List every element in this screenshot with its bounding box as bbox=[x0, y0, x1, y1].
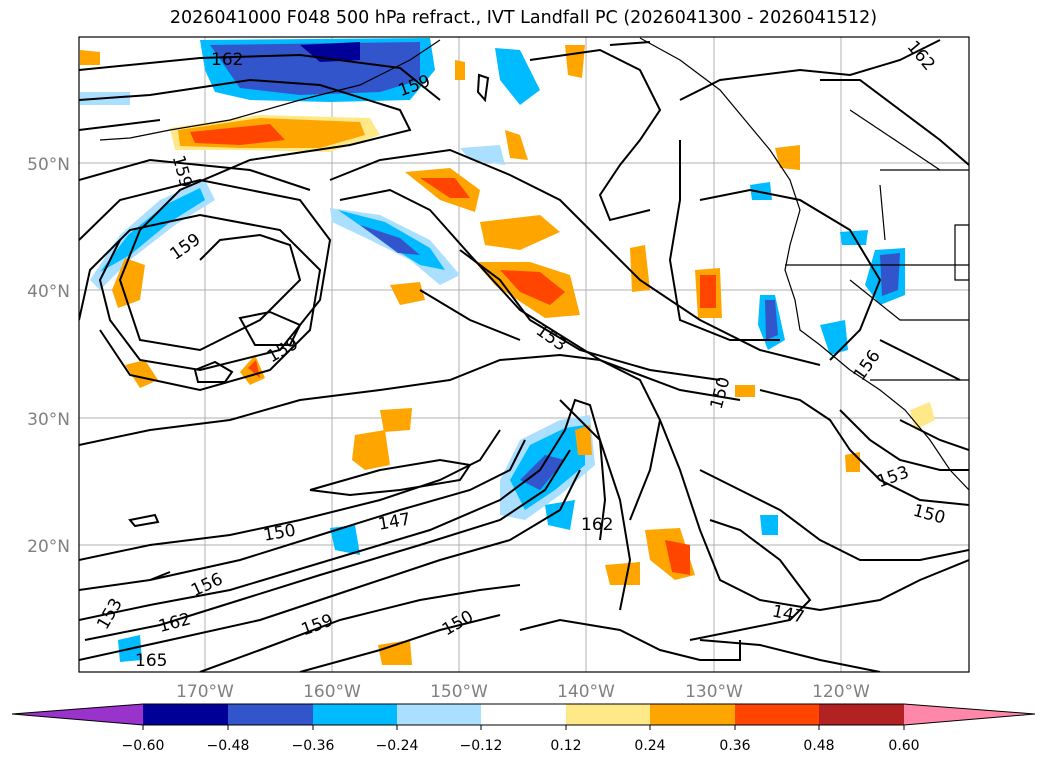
colorbar-segment bbox=[650, 704, 735, 725]
colorbar: −0.60 −0.48 −0.36 −0.24 −0.12 0.12 0.24 … bbox=[11, 703, 1036, 754]
lat-label: 40°N bbox=[27, 282, 70, 302]
colorbar-segment bbox=[143, 704, 228, 725]
colorbar-tick-label: 0.36 bbox=[719, 738, 750, 754]
colorbar-segment bbox=[481, 704, 566, 725]
contour-label: 162 bbox=[581, 515, 613, 535]
map-frame bbox=[78, 36, 970, 673]
latitude-labels: 50°N 40°N 30°N 20°N bbox=[27, 155, 70, 557]
chart-title: 2026041000 F048 500 hPa refract., IVT La… bbox=[169, 8, 878, 28]
lon-label: 150°W bbox=[430, 682, 488, 702]
longitude-labels: 170°W 160°W 150°W 140°W 130°W 120°W bbox=[176, 682, 870, 702]
colorbar-tick-label: −0.36 bbox=[292, 738, 335, 754]
colorbar-tick-label: 0.60 bbox=[888, 738, 919, 754]
lon-label: 120°W bbox=[812, 682, 870, 702]
colorbar-segment bbox=[313, 704, 397, 725]
colorbar-segment bbox=[735, 704, 819, 725]
colorbar-tick-marks bbox=[142, 725, 905, 730]
contour-label: 162 bbox=[211, 50, 243, 70]
coastlines bbox=[99, 37, 969, 491]
colorbar-tick-label: −0.24 bbox=[376, 738, 419, 754]
lon-label: 130°W bbox=[685, 682, 743, 702]
lat-label: 50°N bbox=[27, 155, 70, 175]
lat-label: 30°N bbox=[27, 410, 70, 430]
colorbar-segment bbox=[228, 704, 313, 725]
lon-label: 160°W bbox=[303, 682, 361, 702]
colorbar-tick-label: 0.12 bbox=[550, 738, 581, 754]
colorbar-tick-label: −0.12 bbox=[460, 738, 503, 754]
colorbar-extend-left bbox=[12, 704, 143, 725]
refractivity-contours bbox=[79, 39, 969, 672]
lon-label: 170°W bbox=[176, 682, 234, 702]
lon-label: 140°W bbox=[557, 682, 615, 702]
colorbar-tick-label: −0.60 bbox=[122, 738, 165, 754]
colorbar-extend-right bbox=[904, 704, 1035, 725]
colorbar-segment bbox=[566, 704, 650, 725]
lat-label: 20°N bbox=[27, 537, 70, 557]
map-plot-area bbox=[79, 37, 969, 672]
colorbar-tick-label: −0.48 bbox=[207, 738, 250, 754]
colorbar-ticks: −0.60 −0.48 −0.36 −0.24 −0.12 0.12 0.24 … bbox=[122, 738, 920, 754]
contour-label: 165 bbox=[135, 651, 167, 671]
colorbar-segment bbox=[397, 704, 481, 725]
colorbar-segment bbox=[819, 704, 904, 725]
colorbar-tick-label: 0.48 bbox=[803, 738, 834, 754]
colorbar-tick-label: 0.24 bbox=[634, 738, 665, 754]
